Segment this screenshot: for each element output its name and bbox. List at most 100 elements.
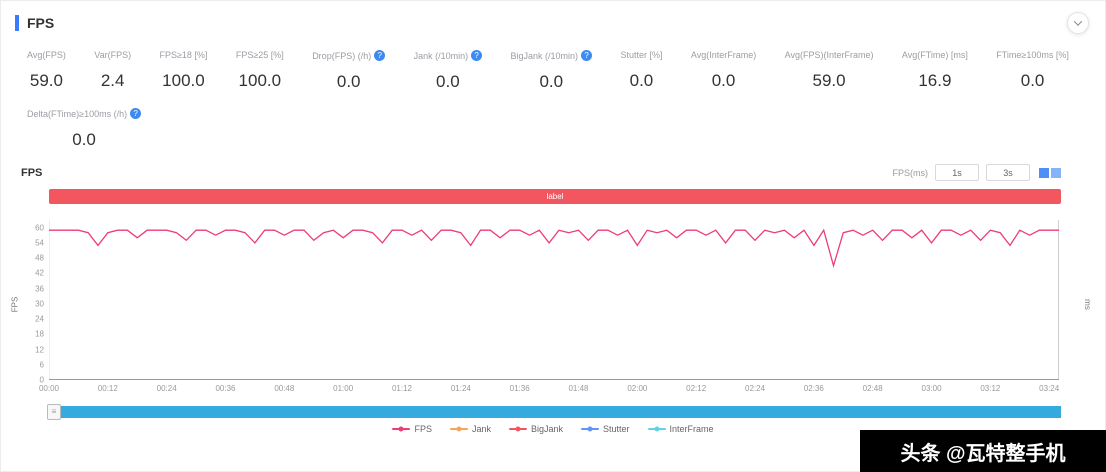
legend-item-jank[interactable]: Jank bbox=[449, 424, 491, 434]
chart-mode-icon-1[interactable] bbox=[1039, 167, 1049, 178]
fps-series-line bbox=[49, 228, 1059, 269]
metric-label: Avg(FTime) [ms] bbox=[901, 50, 968, 60]
y-axis-tick-label: 30 bbox=[35, 299, 44, 309]
legend-label: FPS bbox=[414, 424, 432, 434]
legend-marker-icon bbox=[647, 426, 666, 432]
legend-marker-icon bbox=[508, 426, 527, 432]
legend-marker-icon bbox=[449, 426, 468, 432]
x-axis-tick-label: 01:12 bbox=[391, 384, 413, 393]
datazoom-handle-icon[interactable]: ≡ bbox=[47, 404, 61, 420]
y-axis-tick-label: 42 bbox=[35, 268, 44, 278]
metric-value: 59.0 bbox=[29, 71, 63, 90]
legend-item-fps[interactable]: FPS bbox=[392, 424, 432, 434]
legend-item-interframe[interactable]: InterFrame bbox=[647, 424, 714, 434]
legend-marker-icon bbox=[581, 426, 600, 432]
panel-title: FPS bbox=[27, 15, 55, 31]
metric-label: FPS≥18 [%] bbox=[159, 50, 208, 60]
metric-value: 0.0 bbox=[539, 72, 564, 91]
chart-section-title: FPS bbox=[21, 166, 43, 179]
x-axis-tick-label: 02:48 bbox=[862, 384, 883, 393]
metric: Avg(FPS) 59.0 bbox=[27, 50, 66, 92]
metric-value: 0.0 bbox=[72, 130, 96, 149]
chevron-down-icon bbox=[1073, 17, 1083, 26]
y-axis-title-left: FPS bbox=[10, 296, 20, 313]
metric: Avg(FTime) [ms] 16.9 bbox=[902, 50, 968, 92]
fps-chart-plot[interactable]: FPS ms 60 54 48 42 36 30 24 18 12 6 0 00:00 00:12 00:… bbox=[10, 220, 1092, 393]
metric-label: BigJank (/10min)? bbox=[511, 50, 593, 61]
metric-value: 2.4 bbox=[100, 71, 125, 90]
legend-item-bigjank[interactable]: BigJank bbox=[508, 424, 563, 434]
metric: FPS≥25 [%] 100.0 bbox=[236, 50, 284, 92]
metric: Avg(FPS)(InterFrame) 59.0 bbox=[785, 50, 874, 92]
metric: Avg(InterFrame) 0.0 bbox=[691, 50, 756, 92]
info-icon[interactable]: ? bbox=[471, 50, 483, 61]
x-axis-tick-label: 03:00 bbox=[921, 384, 942, 393]
chart-tools: FPS(ms) 1s 3s bbox=[893, 164, 1061, 181]
metric-label: Var(FPS) bbox=[94, 50, 132, 60]
collapse-button[interactable] bbox=[1067, 12, 1089, 34]
metric: Drop(FPS) (/h)? 0.0 bbox=[312, 50, 386, 92]
y-axis-tick-label: 18 bbox=[35, 329, 44, 339]
metric: Delta(FTime)≥100ms (/h)? 0.0 bbox=[27, 108, 142, 150]
metric-label: Drop(FPS) (/h)? bbox=[312, 50, 386, 61]
legend-item-stutter[interactable]: Stutter bbox=[581, 424, 630, 434]
metrics-row-2: Delta(FTime)≥100ms (/h)? 0.0 bbox=[27, 108, 1069, 150]
x-axis-tick-label: 00:48 bbox=[274, 384, 295, 393]
chart-mode-icon-2[interactable] bbox=[1051, 167, 1061, 178]
y-axis-tick-label: 60 bbox=[35, 223, 44, 233]
metric-value: 0.0 bbox=[629, 71, 654, 90]
metric: FPS≥18 [%] 100.0 bbox=[159, 50, 207, 92]
metric-label: Delta(FTime)≥100ms (/h)? bbox=[27, 108, 142, 119]
x-axis-tick-label: 01:00 bbox=[333, 384, 354, 393]
fps-line-chart[interactable] bbox=[49, 220, 1059, 380]
metric-label: Avg(FPS) bbox=[27, 50, 66, 60]
x-axis-tick-label: 02:24 bbox=[745, 384, 766, 393]
y-axis-tick-label: 36 bbox=[35, 284, 44, 294]
y-axis-title-right: ms bbox=[1083, 299, 1093, 310]
metric-label: FTime≥100ms [%] bbox=[996, 50, 1069, 60]
metric: Jank (/10min)? 0.0 bbox=[414, 50, 483, 92]
y-axis-tick-label: 0 bbox=[39, 375, 44, 385]
scene-label-bar[interactable]: label bbox=[49, 189, 1061, 204]
metric-value: 100.0 bbox=[162, 71, 205, 90]
legend-label: InterFrame bbox=[669, 424, 714, 434]
x-axis-tick-label: 01:36 bbox=[509, 384, 530, 393]
scene-label-text: label bbox=[546, 192, 564, 201]
x-axis-tick-label: 01:48 bbox=[568, 384, 589, 393]
chart-scale-button-2[interactable]: 3s bbox=[986, 164, 1030, 181]
watermark-text: 头条 @瓦特整手机 bbox=[900, 442, 1066, 465]
metric-value: 0.0 bbox=[711, 71, 736, 90]
x-axis-tick-label: 02:00 bbox=[627, 384, 648, 393]
chart-mode-icons bbox=[1039, 167, 1061, 178]
info-icon[interactable]: ? bbox=[130, 108, 142, 119]
x-axis-tick-label: 00:00 bbox=[38, 384, 60, 393]
metrics-row-1: Avg(FPS) 59.0 Var(FPS) 2.4 FPS≥18 [%] 100.0 FP… bbox=[27, 50, 1069, 92]
chart-legend: FPS Jank BigJank Stutter InterFrame bbox=[1, 424, 1105, 434]
y-axis-tick-label: 6 bbox=[39, 360, 44, 370]
chart-header: FPS FPS(ms) 1s 3s bbox=[1, 150, 1105, 181]
metric-label: Avg(FPS)(InterFrame) bbox=[784, 50, 874, 60]
y-axis-tick-label: 48 bbox=[35, 253, 44, 263]
metric-label: Stutter [%] bbox=[620, 50, 663, 60]
metric: FTime≥100ms [%] 0.0 bbox=[996, 50, 1069, 92]
metric: BigJank (/10min)? 0.0 bbox=[511, 50, 593, 92]
metric-value: 0.0 bbox=[1020, 71, 1045, 90]
y-axis-tick-label: 54 bbox=[35, 238, 44, 248]
chart-scale-button-1[interactable]: 1s bbox=[935, 164, 979, 181]
metric-label: FPS≥25 [%] bbox=[235, 50, 284, 60]
x-axis-tick-label: 03:24 bbox=[1039, 384, 1060, 393]
legend-marker-icon bbox=[392, 426, 411, 432]
metric-value: 100.0 bbox=[238, 71, 282, 90]
watermark: 头条 @瓦特整手机 bbox=[860, 430, 1106, 472]
x-axis-tick-label: 02:12 bbox=[686, 384, 707, 393]
metric-value: 16.9 bbox=[918, 71, 952, 90]
x-axis-tick-label: 00:36 bbox=[215, 384, 236, 393]
x-axis-tick-label: 00:24 bbox=[156, 384, 177, 393]
y-axis-tick-label: 12 bbox=[35, 345, 44, 355]
info-icon[interactable]: ? bbox=[374, 50, 386, 61]
x-axis-tick-label: 00:12 bbox=[97, 384, 118, 393]
info-icon[interactable]: ? bbox=[581, 50, 593, 61]
legend-label: Stutter bbox=[603, 424, 630, 434]
datazoom-scrollbar[interactable]: ≡ bbox=[47, 404, 1061, 420]
